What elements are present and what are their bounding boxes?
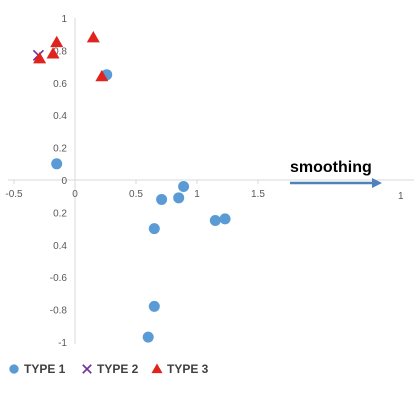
legend-item: TYPE 2 bbox=[82, 362, 139, 376]
data-point bbox=[178, 180, 190, 192]
data-point bbox=[209, 215, 221, 226]
y-tick-label: 0.8 bbox=[53, 46, 67, 57]
smoothing-annotation: smoothing 1 bbox=[290, 159, 404, 202]
data-points bbox=[32, 30, 231, 343]
data-point bbox=[33, 52, 47, 64]
chart-axes bbox=[8, 18, 414, 344]
legend-label: TYPE 3 bbox=[167, 362, 209, 376]
y-tick-label: 0.6 bbox=[53, 79, 67, 90]
legend-marker bbox=[151, 363, 163, 374]
data-point bbox=[156, 193, 168, 205]
smoothing-label: smoothing bbox=[290, 159, 372, 176]
y-tick-label: -0.6 bbox=[50, 273, 68, 284]
data-point bbox=[148, 300, 160, 312]
smoothing-arrow-head bbox=[372, 178, 382, 188]
legend-marker bbox=[9, 364, 19, 374]
data-point bbox=[95, 69, 109, 82]
x-tick-label: 0.5 bbox=[129, 189, 143, 200]
data-point bbox=[219, 213, 231, 225]
legend-label: TYPE 2 bbox=[97, 362, 139, 376]
series-type-1 bbox=[51, 69, 231, 343]
y-tick-label: 0.2 bbox=[53, 208, 67, 219]
smoothing-arrow-end-label: 1 bbox=[398, 191, 404, 202]
legend: TYPE 1 TYPE 2 TYPE 3 bbox=[9, 362, 209, 376]
legend-item: TYPE 1 bbox=[9, 362, 66, 376]
tick-labels: -0.5 0 0.5 1 1.5 1 0.8 0.6 0.4 0.2 0 0.2 0.4 -0.6 -0.8… bbox=[5, 14, 265, 349]
data-point bbox=[51, 158, 63, 170]
y-tick-label: 0.2 bbox=[53, 144, 67, 155]
data-point bbox=[173, 192, 185, 204]
data-point bbox=[86, 30, 100, 43]
data-point bbox=[46, 47, 60, 59]
x-tick-label: 1.5 bbox=[251, 189, 265, 200]
series-type-3 bbox=[33, 30, 109, 82]
y-tick-label: -1 bbox=[58, 338, 67, 349]
data-point bbox=[148, 223, 160, 235]
y-tick-label: 0.4 bbox=[53, 241, 67, 252]
y-tick-label: 1 bbox=[61, 14, 67, 25]
x-tick-label: -0.5 bbox=[5, 189, 23, 200]
y-tick-label: -0.8 bbox=[50, 306, 68, 317]
legend-item: TYPE 3 bbox=[151, 362, 209, 376]
legend-marker bbox=[82, 364, 92, 374]
x-tick-label: 0 bbox=[72, 189, 78, 200]
legend-label: TYPE 1 bbox=[24, 362, 66, 376]
data-point bbox=[142, 331, 154, 343]
x-marker-stroke bbox=[82, 364, 92, 374]
y-tick-label: 0 bbox=[61, 176, 67, 187]
data-point bbox=[50, 35, 64, 48]
x-tick-label: 1 bbox=[194, 189, 200, 200]
y-tick-label: 0.4 bbox=[53, 111, 67, 122]
